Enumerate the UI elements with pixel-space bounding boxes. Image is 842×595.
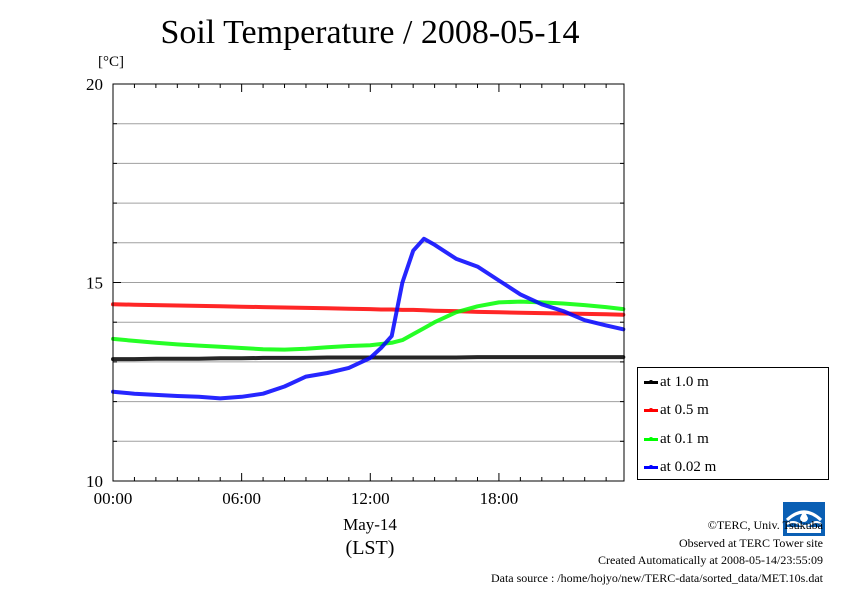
legend-item: at 0.1 m [644, 429, 709, 449]
credit-line: ©TERC, Univ. Tsukuba [707, 518, 823, 532]
legend-label: at 1.0 m [660, 373, 709, 390]
series-line [111, 355, 626, 362]
x-tick-label: 12:00 [351, 489, 390, 508]
series-line [111, 302, 626, 317]
y-tick-label: 20 [86, 75, 103, 94]
series-line [111, 236, 626, 401]
legend-swatch [644, 436, 658, 441]
legend-item: at 0.02 m [644, 457, 716, 477]
x-axis-tz-label: (LST) [345, 537, 395, 559]
plot-frame [112, 83, 625, 482]
x-tick-label: 18:00 [480, 489, 519, 508]
y-axis-unit-label: [°C] [98, 54, 124, 70]
credit-line: Created Automatically at 2008-05-14/23:5… [598, 553, 823, 568]
legend-item: at 1.0 m [644, 372, 709, 392]
x-tick-label: 00:00 [94, 489, 133, 508]
x-axis-date-label: May-14 [343, 515, 397, 534]
legend-item: at 0.5 m [644, 400, 709, 420]
y-tick-label: 15 [86, 274, 103, 293]
credit-line: Data source : /home/hojyo/new/TERC-data/… [490, 570, 823, 585]
legend: at 1.0 m at 0.5 m at 0.1 m at 0.02 m [637, 367, 829, 480]
credits-block: ©TERC, Univ. Tsukuba Observed at TERC To… [491, 517, 823, 587]
legend-swatch [644, 407, 658, 412]
legend-swatch [644, 379, 658, 384]
legend-label: at 0.02 m [660, 458, 717, 475]
legend-label: at 0.5 m [660, 401, 709, 418]
chart-title: Soil Temperature / 2008-05-14 [160, 14, 580, 51]
credit-line: Observed at TERC Tower site [678, 535, 823, 550]
terc-logo [783, 502, 825, 536]
legend-swatch [644, 464, 658, 469]
legend-label: at 0.1 m [660, 430, 709, 447]
x-tick-label: 06:00 [222, 489, 261, 508]
y-tick-label: 10 [86, 472, 103, 491]
